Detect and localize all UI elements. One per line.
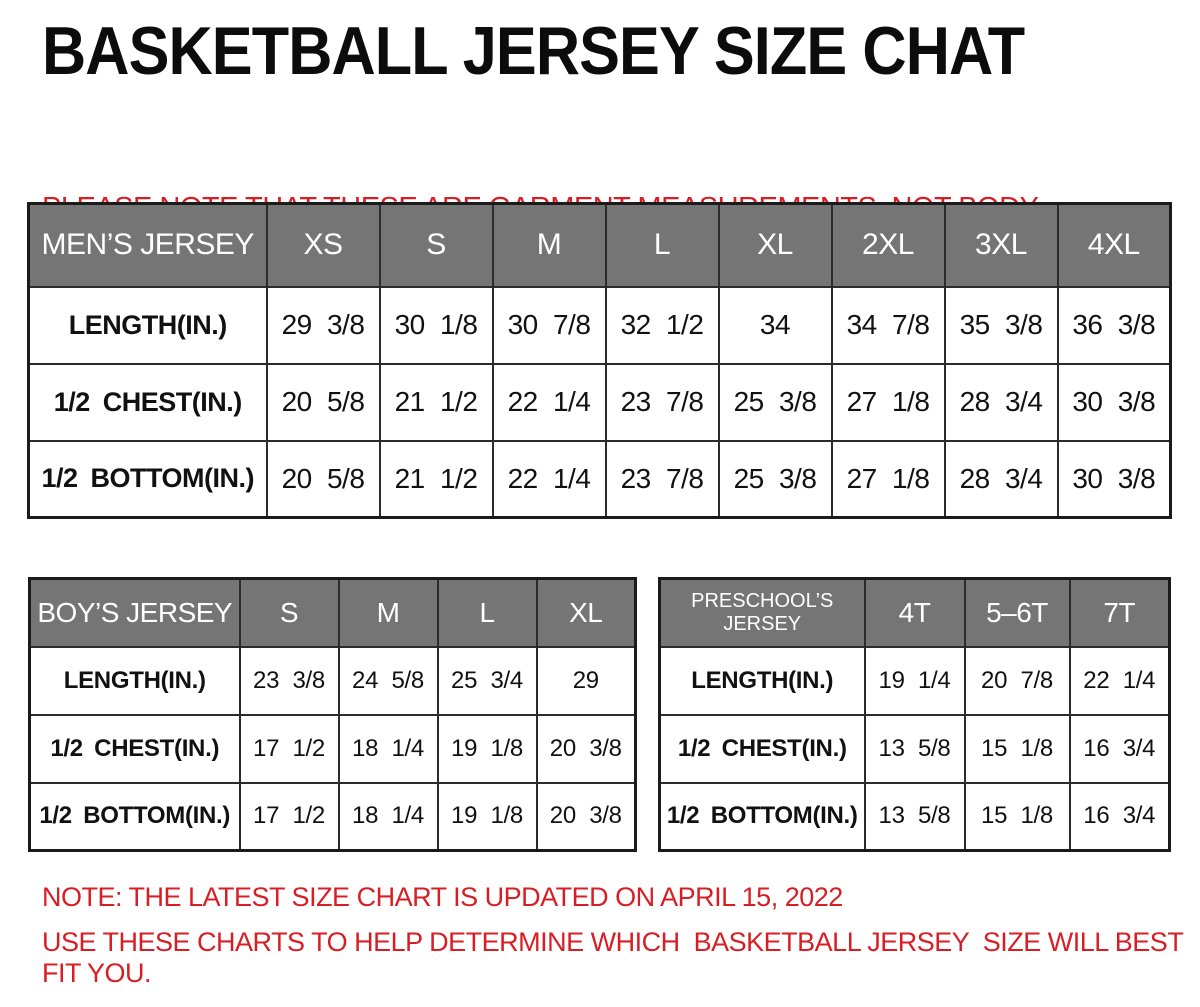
preschools-half-bottom-row: 1/2 BOTTOM(IN.) 13 5/8 15 1/8 16 3/4 bbox=[658, 781, 1171, 852]
mens-half-chest-row: 1/2 CHEST(IN.) 20 5/8 21 1/2 22 1/4 23 7… bbox=[27, 362, 1172, 442]
boys-half-bottom-row: 1/2 BOTTOM(IN.) 17 1/2 18 1/4 19 1/8 20 … bbox=[28, 781, 637, 852]
preschools-size-header-4t: 4T bbox=[863, 577, 966, 648]
size-value-cell: 18 1/4 bbox=[337, 713, 439, 784]
boys-table-title-cell: BOY’S JERSEY bbox=[28, 577, 241, 648]
size-value-cell: 19 1/8 bbox=[436, 781, 538, 852]
mens-size-header-l: L bbox=[604, 202, 720, 288]
size-value-cell: 16 3/4 bbox=[1068, 781, 1171, 852]
size-value-cell: 16 3/4 bbox=[1068, 713, 1171, 784]
row-label: 1/2 BOTTOM(IN.) bbox=[27, 439, 268, 519]
row-label: 1/2 CHEST(IN.) bbox=[27, 362, 268, 442]
size-value-cell: 25 3/8 bbox=[717, 439, 833, 519]
mens-size-header-4xl: 4XL bbox=[1056, 202, 1172, 288]
mens-header-row: MEN’S JERSEY XS S M L XL 2XL 3XL 4XL bbox=[27, 202, 1172, 288]
size-value-cell: 20 7/8 bbox=[963, 645, 1071, 716]
size-value-cell: 15 1/8 bbox=[963, 713, 1071, 784]
preschools-table-title-cell: PRESCHOOL’S JERSEY bbox=[658, 577, 866, 648]
size-value-cell: 24 5/8 bbox=[337, 645, 439, 716]
preschools-length-row: LENGTH(IN.) 19 1/4 20 7/8 22 1/4 bbox=[658, 645, 1171, 716]
size-value-cell: 20 3/8 bbox=[535, 781, 637, 852]
size-value-cell: 20 5/8 bbox=[265, 439, 381, 519]
mens-size-header-2xl: 2XL bbox=[830, 202, 946, 288]
size-value-cell: 27 1/8 bbox=[830, 439, 946, 519]
size-value-cell: 28 3/4 bbox=[943, 439, 1059, 519]
row-label: 1/2 BOTTOM(IN.) bbox=[658, 781, 866, 852]
row-label: LENGTH(IN.) bbox=[658, 645, 866, 716]
size-value-cell: 30 1/8 bbox=[378, 285, 494, 365]
boys-jersey-size-table: BOY’S JERSEY S M L XL LENGTH(IN.) 23 3/8… bbox=[28, 577, 637, 852]
mens-jersey-size-table: MEN’S JERSEY XS S M L XL 2XL 3XL 4XL LEN… bbox=[27, 202, 1172, 519]
size-value-cell: 28 3/4 bbox=[943, 362, 1059, 442]
size-value-cell: 13 5/8 bbox=[863, 781, 966, 852]
boys-size-header-s: S bbox=[238, 577, 340, 648]
boys-header-row: BOY’S JERSEY S M L XL bbox=[28, 577, 637, 648]
size-value-cell: 36 3/8 bbox=[1056, 285, 1172, 365]
boys-size-header-xl: XL bbox=[535, 577, 637, 648]
preschools-half-chest-row: 1/2 CHEST(IN.) 13 5/8 15 1/8 16 3/4 bbox=[658, 713, 1171, 784]
size-value-cell: 13 5/8 bbox=[863, 713, 966, 784]
mens-size-header-3xl: 3XL bbox=[943, 202, 1059, 288]
size-value-cell: 19 1/8 bbox=[436, 713, 538, 784]
size-value-cell: 20 3/8 bbox=[535, 713, 637, 784]
size-value-cell: 29 3/8 bbox=[265, 285, 381, 365]
size-value-cell: 30 3/8 bbox=[1056, 362, 1172, 442]
size-value-cell: 34 bbox=[717, 285, 833, 365]
mens-table-title-cell: MEN’S JERSEY bbox=[27, 202, 268, 288]
size-value-cell: 15 1/8 bbox=[963, 781, 1071, 852]
mens-size-header-xl: XL bbox=[717, 202, 833, 288]
size-value-cell: 34 7/8 bbox=[830, 285, 946, 365]
mens-size-header-m: M bbox=[491, 202, 607, 288]
boys-size-header-l: L bbox=[436, 577, 538, 648]
mens-half-bottom-row: 1/2 BOTTOM(IN.) 20 5/8 21 1/2 22 1/4 23 … bbox=[27, 439, 1172, 519]
boys-size-header-m: M bbox=[337, 577, 439, 648]
row-label: LENGTH(IN.) bbox=[28, 645, 241, 716]
row-label: 1/2 CHEST(IN.) bbox=[658, 713, 866, 784]
size-value-cell: 17 1/2 bbox=[238, 713, 340, 784]
preschools-header-row: PRESCHOOL’S JERSEY 4T 5–6T 7T bbox=[658, 577, 1171, 648]
size-value-cell: 21 1/2 bbox=[378, 439, 494, 519]
mens-size-header-s: S bbox=[378, 202, 494, 288]
size-value-cell: 21 1/2 bbox=[378, 362, 494, 442]
preschools-size-header-7t: 7T bbox=[1068, 577, 1171, 648]
size-value-cell: 30 7/8 bbox=[491, 285, 607, 365]
boys-length-row: LENGTH(IN.) 23 3/8 24 5/8 25 3/4 29 bbox=[28, 645, 637, 716]
mens-size-header-xs: XS bbox=[265, 202, 381, 288]
size-value-cell: 29 bbox=[535, 645, 637, 716]
usage-note: USE THESE CHARTS TO HELP DETERMINE WHICH… bbox=[42, 927, 1190, 988]
page-title: BASKETBALL JERSEY SIZE CHAT bbox=[42, 13, 1025, 89]
size-value-cell: 23 7/8 bbox=[604, 362, 720, 442]
size-value-cell: 18 1/4 bbox=[337, 781, 439, 852]
row-label: LENGTH(IN.) bbox=[27, 285, 268, 365]
size-value-cell: 27 1/8 bbox=[830, 362, 946, 442]
row-label: 1/2 BOTTOM(IN.) bbox=[28, 781, 241, 852]
size-value-cell: 32 1/2 bbox=[604, 285, 720, 365]
size-value-cell: 35 3/8 bbox=[943, 285, 1059, 365]
size-value-cell: 22 1/4 bbox=[491, 439, 607, 519]
preschools-size-header-5-6t: 5–6T bbox=[963, 577, 1071, 648]
size-value-cell: 23 3/8 bbox=[238, 645, 340, 716]
update-date-note: NOTE: THE LATEST SIZE CHART IS UPDATED O… bbox=[42, 882, 843, 912]
size-value-cell: 22 1/4 bbox=[491, 362, 607, 442]
mens-length-row: LENGTH(IN.) 29 3/8 30 1/8 30 7/8 32 1/2 … bbox=[27, 285, 1172, 365]
preschools-jersey-size-table: PRESCHOOL’S JERSEY 4T 5–6T 7T LENGTH(IN.… bbox=[658, 577, 1171, 852]
size-value-cell: 25 3/8 bbox=[717, 362, 833, 442]
size-value-cell: 17 1/2 bbox=[238, 781, 340, 852]
size-value-cell: 23 7/8 bbox=[604, 439, 720, 519]
size-value-cell: 25 3/4 bbox=[436, 645, 538, 716]
size-value-cell: 22 1/4 bbox=[1068, 645, 1171, 716]
size-value-cell: 30 3/8 bbox=[1056, 439, 1172, 519]
size-value-cell: 19 1/4 bbox=[863, 645, 966, 716]
row-label: 1/2 CHEST(IN.) bbox=[28, 713, 241, 784]
size-value-cell: 20 5/8 bbox=[265, 362, 381, 442]
boys-half-chest-row: 1/2 CHEST(IN.) 17 1/2 18 1/4 19 1/8 20 3… bbox=[28, 713, 637, 784]
